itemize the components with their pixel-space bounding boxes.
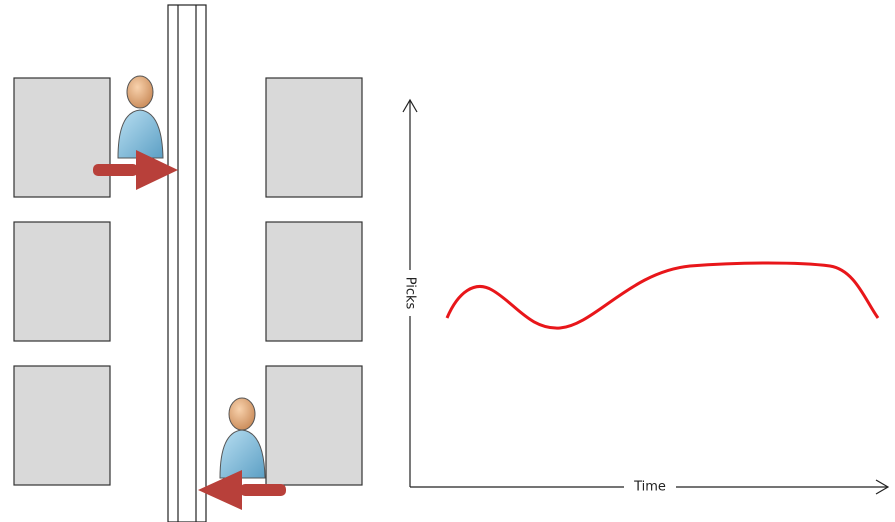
shelf	[13, 77, 111, 198]
shelf	[13, 221, 111, 342]
x-axis-label: Time	[633, 480, 666, 495]
person-icon	[117, 75, 164, 159]
y-axis-label: Picks	[403, 277, 418, 310]
person-icon	[219, 397, 266, 479]
shelf	[265, 77, 363, 198]
shelf	[265, 365, 363, 486]
arrow	[93, 150, 178, 190]
shelves	[13, 77, 363, 486]
axes	[402, 98, 890, 495]
trend-curve	[445, 261, 880, 330]
label-background	[624, 478, 676, 496]
arrow	[198, 470, 286, 510]
conveyor	[167, 4, 207, 522]
label-background	[401, 270, 419, 316]
shelf	[13, 365, 111, 486]
shelf	[265, 221, 363, 342]
